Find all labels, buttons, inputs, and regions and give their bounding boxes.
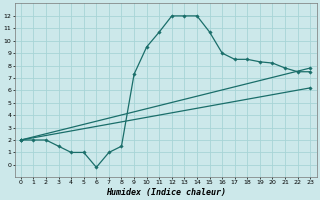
X-axis label: Humidex (Indice chaleur): Humidex (Indice chaleur)	[106, 188, 226, 197]
